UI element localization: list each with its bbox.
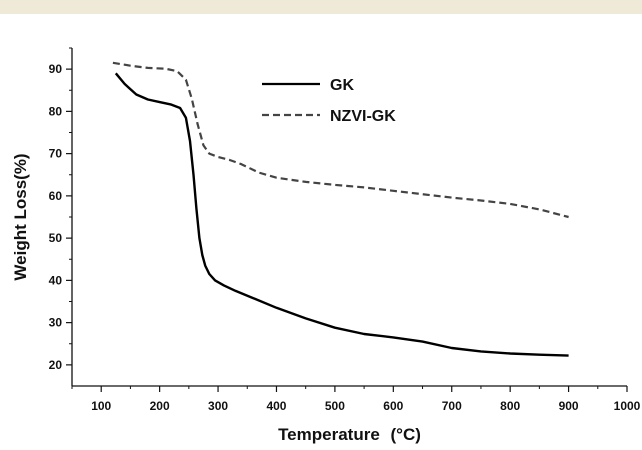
- series-line-gk: [114, 72, 569, 357]
- x-tick-label: 600: [383, 399, 403, 413]
- legend-label: GK: [330, 77, 354, 94]
- y-tick-label: 50: [49, 231, 63, 245]
- x-tick-label: 500: [325, 399, 345, 413]
- axis-titles: Temperature (°C) Weight Loss(%): [11, 153, 421, 444]
- series-lines: [112, 61, 569, 357]
- y-axis-title: Weight Loss(%): [11, 153, 30, 280]
- y-tick-label: 20: [49, 358, 63, 372]
- x-tick-label: 300: [208, 399, 228, 413]
- x-tick-label: 700: [442, 399, 462, 413]
- x-tick-label: 100: [91, 399, 111, 413]
- x-tick-label: 200: [150, 399, 170, 413]
- y-tick-label: 40: [49, 273, 63, 287]
- x-axis-title-unit: (°C): [391, 425, 421, 444]
- y-tick-label: 80: [49, 104, 63, 118]
- axes: 100 200 300 400 500 600 700 800 900 1000 20 30 40 50 6…: [49, 47, 641, 413]
- x-axis-title-text: Temperature: [278, 425, 380, 444]
- y-tick-label: 70: [49, 147, 63, 161]
- series-line-nzvi-gk: [112, 61, 569, 219]
- x-tick-label: 900: [559, 399, 579, 413]
- legend-label: NZVI-GK: [330, 108, 396, 125]
- top-decorative-band: [0, 0, 642, 14]
- y-tick-label: 30: [49, 316, 63, 330]
- y-tick-label: 60: [49, 189, 63, 203]
- y-tick-label: 90: [49, 62, 63, 76]
- x-axis-title: Temperature (°C): [278, 425, 421, 444]
- x-tick-label: 800: [500, 399, 520, 413]
- x-tick-label: 400: [266, 399, 286, 413]
- x-tick-label: 1000: [614, 399, 641, 413]
- legend: GK NZVI-GK: [262, 77, 396, 125]
